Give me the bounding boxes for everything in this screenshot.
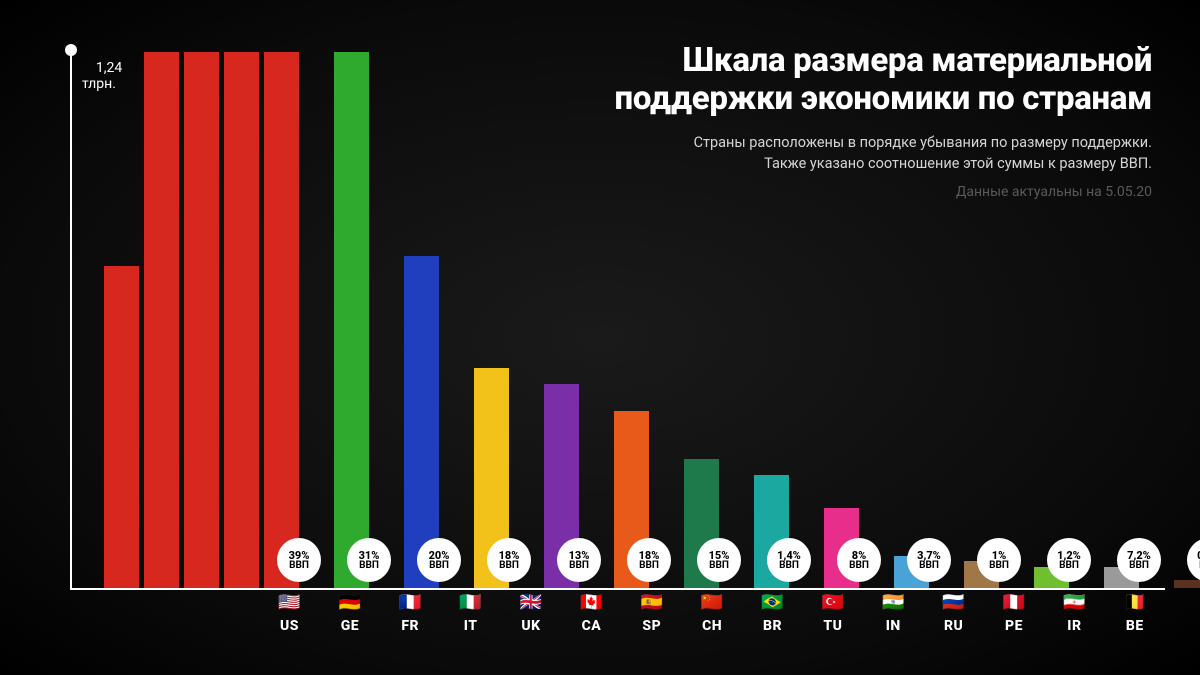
flag-icon: 🇨🇳 — [682, 594, 742, 612]
gdp-badge-pct: 3,7% — [917, 550, 941, 561]
gdp-badge-pct: 39% — [289, 550, 310, 561]
country-code: SP — [622, 618, 682, 634]
gdp-badge-label: ВВП — [429, 561, 449, 571]
bar-slot-sp: 15%ВВП — [684, 459, 719, 588]
gdp-badge-label: ВВП — [849, 561, 869, 571]
gdp-badge: 20%ВВП — [417, 538, 461, 582]
country-code: CH — [682, 618, 742, 634]
gdp-badge: 1,2%ВВП — [1047, 538, 1091, 582]
bar-slot-us: 39%ВВП — [104, 52, 299, 588]
gdp-badge-label: ВВП — [989, 561, 1009, 571]
flag-icon: 🇨🇦 — [561, 594, 621, 612]
bar-slot-tu: 3,7%ВВП — [894, 556, 929, 588]
bar-slot-ch: 1,4%ВВП — [754, 475, 789, 588]
flag-icon: 🇵🇪 — [984, 594, 1044, 612]
x-axis — [70, 588, 1165, 590]
gdp-badge-pct: 13% — [569, 550, 590, 561]
country-code: PE — [984, 618, 1044, 634]
gdp-badge-pct: 18% — [499, 550, 520, 561]
bar-slot-ru: 1,2%ВВП — [1034, 567, 1069, 588]
gdp-badge: 31%ВВП — [347, 538, 391, 582]
gdp-badge-label: ВВП — [499, 561, 519, 571]
bar-slot-in: 1%ВВП — [964, 561, 999, 588]
bar-chart: 1,24тлрн. 39%ВВП31%ВВП20%ВВП18%ВВП13%ВВП… — [70, 50, 1165, 590]
gdp-badge-label: ВВП — [1059, 561, 1079, 571]
bar-slot-pe: 7,2%ВВП — [1104, 567, 1139, 588]
flag-icon: 🇺🇸 — [259, 594, 319, 612]
gdp-badge: 13%ВВП — [557, 538, 601, 582]
country-code: FR — [380, 618, 440, 634]
x-axis-labels: 🇺🇸 US🇩🇪 GE🇫🇷 FR🇮🇹 IT🇬🇧 UK🇨🇦 CA🇪🇸 SP🇨🇳 CH🇧🇷 BR🇹🇷 TU… — [70, 594, 1165, 634]
gdp-badge: 7,2%ВВП — [1117, 538, 1161, 582]
gdp-badge-label: ВВП — [289, 561, 309, 571]
gdp-badge-pct: 20% — [429, 550, 450, 561]
gdp-badge-label: ВВП — [639, 561, 659, 571]
flag-icon: 🇧🇪 — [1105, 594, 1165, 612]
bar-slot-br: 8%ВВП — [824, 508, 859, 588]
gdp-badge-pct: 8% — [852, 550, 867, 561]
gdp-badge-pct: 1% — [992, 550, 1007, 561]
country-code: UK — [501, 618, 561, 634]
gdp-badge: 15%ВВП — [697, 538, 741, 582]
bars-container: 39%ВВП31%ВВП20%ВВП18%ВВП13%ВВП18%ВВП15%В… — [70, 52, 1200, 588]
country-code: TU — [803, 618, 863, 634]
gdp-badge: 39%ВВП — [277, 538, 321, 582]
country-code: BR — [742, 618, 802, 634]
flag-icon: 🇮🇷 — [1044, 594, 1104, 612]
gdp-badge-pct: 1,4% — [777, 550, 801, 561]
gdp-badge-pct: 1,2% — [1057, 550, 1081, 561]
gdp-badge-label: ВВП — [569, 561, 589, 571]
country-code: CA — [561, 618, 621, 634]
gdp-badge: 3,7%ВВП — [907, 538, 951, 582]
bar-slot-fr: 20%ВВП — [404, 256, 439, 588]
bar-slot-ca: 18%ВВП — [614, 411, 649, 588]
flag-icon: 🇬🇧 — [501, 594, 561, 612]
country-code: GE — [320, 618, 380, 634]
bar-slot-ge: 31%ВВП — [334, 52, 369, 588]
gdp-badge: 1,4%ВВП — [767, 538, 811, 582]
gdp-badge-label: ВВП — [779, 561, 799, 571]
gdp-badge-pct: 15% — [709, 550, 730, 561]
gdp-badge-label: ВВП — [709, 561, 729, 571]
gdp-badge-pct: 18% — [639, 550, 660, 561]
country-code: IT — [440, 618, 500, 634]
gdp-badge: 1%ВВП — [977, 538, 1021, 582]
flag-icon: 🇩🇪 — [320, 594, 380, 612]
flag-icon: 🇧🇷 — [742, 594, 802, 612]
bar-slot-it: 18%ВВП — [474, 368, 509, 588]
gdp-badge-label: ВВП — [919, 561, 939, 571]
flag-icon: 🇮🇹 — [440, 594, 500, 612]
flag-icon: 🇫🇷 — [380, 594, 440, 612]
flag-icon: 🇮🇳 — [863, 594, 923, 612]
gdp-badge-pct: 31% — [359, 550, 380, 561]
country-code: RU — [923, 618, 983, 634]
country-code: IR — [1044, 618, 1104, 634]
bar-slot-ir: 0,3%ВВП — [1174, 580, 1200, 588]
flag-icon: 🇹🇷 — [803, 594, 863, 612]
flag-icon: 🇷🇺 — [923, 594, 983, 612]
bar-slot-uk: 13%ВВП — [544, 384, 579, 588]
gdp-badge-pct: 7,2% — [1127, 550, 1151, 561]
gdp-badge: 18%ВВП — [627, 538, 671, 582]
gdp-badge: 8%ВВП — [837, 538, 881, 582]
gdp-badge-label: ВВП — [1129, 561, 1149, 571]
gdp-badge-label: ВВП — [359, 561, 379, 571]
country-code: BE — [1105, 618, 1165, 634]
flag-icon: 🇪🇸 — [622, 594, 682, 612]
country-code: IN — [863, 618, 923, 634]
gdp-badge: 18%ВВП — [487, 538, 531, 582]
gdp-badge: 0,3%ВВП — [1187, 538, 1200, 582]
country-code: US — [259, 618, 319, 634]
